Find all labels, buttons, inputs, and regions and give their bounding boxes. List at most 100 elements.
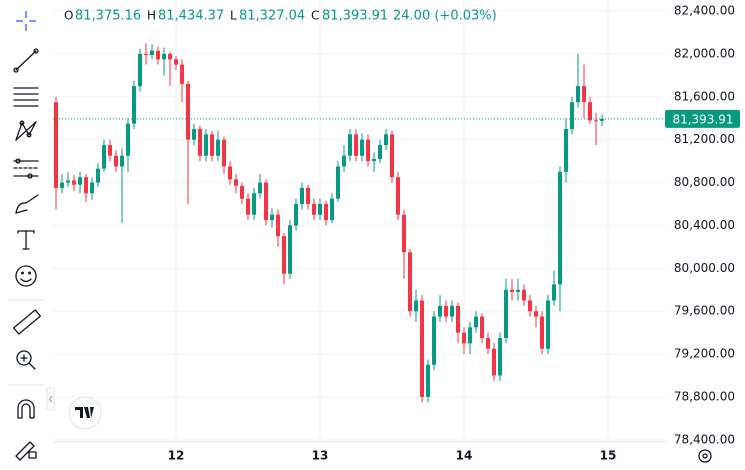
magnet-tool[interactable] bbox=[17, 399, 35, 419]
plot bbox=[53, 43, 665, 403]
forecast-tool[interactable] bbox=[13, 158, 39, 179]
candle-body bbox=[504, 289, 508, 339]
legend-value: 81,375.16 bbox=[75, 9, 141, 24]
candle-body bbox=[360, 139, 364, 156]
legend-key: L bbox=[230, 9, 237, 23]
candle-body bbox=[138, 53, 142, 87]
candle-body bbox=[66, 180, 70, 183]
candle-body bbox=[330, 198, 334, 221]
brush-tool[interactable] bbox=[15, 194, 39, 214]
candle-body bbox=[96, 168, 100, 183]
last-price-label: 81,393.91 bbox=[672, 112, 733, 126]
trend-line-tool[interactable] bbox=[13, 48, 39, 73]
x-tick-label: 13 bbox=[312, 449, 329, 463]
candle-body bbox=[288, 225, 292, 274]
fib-tool[interactable] bbox=[13, 87, 39, 107]
pattern-tool[interactable] bbox=[15, 120, 37, 141]
legend-change: 24.00 (+0.03%) bbox=[393, 9, 497, 24]
lock-draw-tool[interactable] bbox=[15, 441, 37, 461]
candle-body bbox=[414, 300, 418, 312]
candle-body bbox=[462, 332, 466, 344]
candle-body bbox=[336, 166, 340, 199]
candle-body bbox=[180, 64, 184, 84]
candle-body bbox=[600, 118, 604, 121]
candle-body bbox=[354, 134, 358, 156]
candle-body bbox=[498, 338, 502, 376]
y-tick-label: 78,800.00 bbox=[674, 389, 735, 403]
candle-body bbox=[282, 236, 286, 274]
y-tick-label: 81,200.00 bbox=[674, 132, 735, 146]
candle-body bbox=[528, 300, 532, 312]
toolbar bbox=[8, 11, 55, 461]
candle-body bbox=[396, 177, 400, 215]
candle-body bbox=[318, 204, 322, 215]
candle-body bbox=[468, 327, 472, 344]
candle-body bbox=[432, 316, 436, 365]
candle-body bbox=[120, 155, 124, 167]
y-tick-label: 78,400.00 bbox=[674, 432, 735, 446]
candle-body bbox=[192, 128, 196, 140]
zoom-tool[interactable] bbox=[16, 350, 36, 370]
candle-body bbox=[222, 139, 226, 167]
candle-body bbox=[570, 102, 574, 129]
candle-body bbox=[78, 177, 82, 185]
text-tool[interactable] bbox=[17, 230, 35, 250]
candle-body bbox=[60, 182, 64, 188]
candle-body bbox=[114, 155, 118, 167]
candle-body bbox=[198, 128, 202, 156]
legend-key: H bbox=[147, 9, 156, 23]
candle-body bbox=[216, 139, 220, 156]
ruler-tool[interactable] bbox=[13, 309, 41, 335]
y-tick-label: 79,600.00 bbox=[674, 304, 735, 318]
grid bbox=[53, 0, 665, 442]
candle-body bbox=[546, 300, 550, 349]
ohlc-legend: O 81,375.16 H 81,434.37 L 81,327.04 C 81,393.91… bbox=[64, 9, 497, 24]
candle-body bbox=[582, 86, 586, 103]
candle-body bbox=[480, 316, 484, 339]
candle-body bbox=[126, 123, 130, 156]
candle-body bbox=[156, 50, 160, 60]
candle-body bbox=[306, 187, 310, 205]
candle-body bbox=[312, 204, 316, 215]
candle-body bbox=[84, 177, 88, 194]
last-price-badge bbox=[665, 109, 740, 128]
candle-body bbox=[594, 120, 598, 122]
x-tick-label: 12 bbox=[168, 449, 185, 463]
candle-body bbox=[558, 171, 562, 285]
y-tick-label: 82,000.00 bbox=[674, 46, 735, 60]
y-tick-label: 82,400.00 bbox=[674, 4, 735, 18]
candle-body bbox=[270, 214, 274, 221]
candle-body bbox=[366, 139, 370, 162]
candle-body bbox=[522, 289, 526, 301]
candle-body bbox=[132, 86, 136, 124]
candle-body bbox=[552, 284, 556, 301]
legend-value: 81,327.04 bbox=[239, 9, 305, 24]
candle-body bbox=[210, 134, 214, 156]
candle-body bbox=[450, 305, 454, 317]
y-tick-label: 80,400.00 bbox=[674, 218, 735, 232]
candle-body bbox=[258, 182, 262, 194]
candle-body bbox=[342, 155, 346, 167]
collapse-toggle[interactable] bbox=[46, 387, 55, 411]
candle-body bbox=[402, 214, 406, 253]
candle-body bbox=[486, 338, 490, 349]
candle-body bbox=[228, 166, 232, 180]
candle-body bbox=[324, 204, 328, 221]
candle-body bbox=[204, 134, 208, 156]
candle-body bbox=[162, 53, 166, 60]
candle-body bbox=[384, 134, 388, 146]
candle-body bbox=[420, 300, 424, 397]
candle-body bbox=[540, 316, 544, 349]
tv-logo[interactable] bbox=[68, 396, 102, 430]
candle-body bbox=[90, 182, 94, 194]
legend-key: C bbox=[311, 9, 319, 23]
legend-value: 81,434.37 bbox=[158, 9, 224, 24]
candle-body bbox=[390, 134, 394, 178]
legend-key: O bbox=[64, 9, 73, 23]
emoji-tool[interactable] bbox=[15, 265, 37, 287]
candle-body bbox=[246, 198, 250, 215]
candle-body bbox=[264, 182, 268, 221]
crosshair-tool[interactable] bbox=[16, 11, 36, 31]
settings-gear[interactable] bbox=[698, 449, 712, 463]
candle-body bbox=[72, 180, 76, 185]
